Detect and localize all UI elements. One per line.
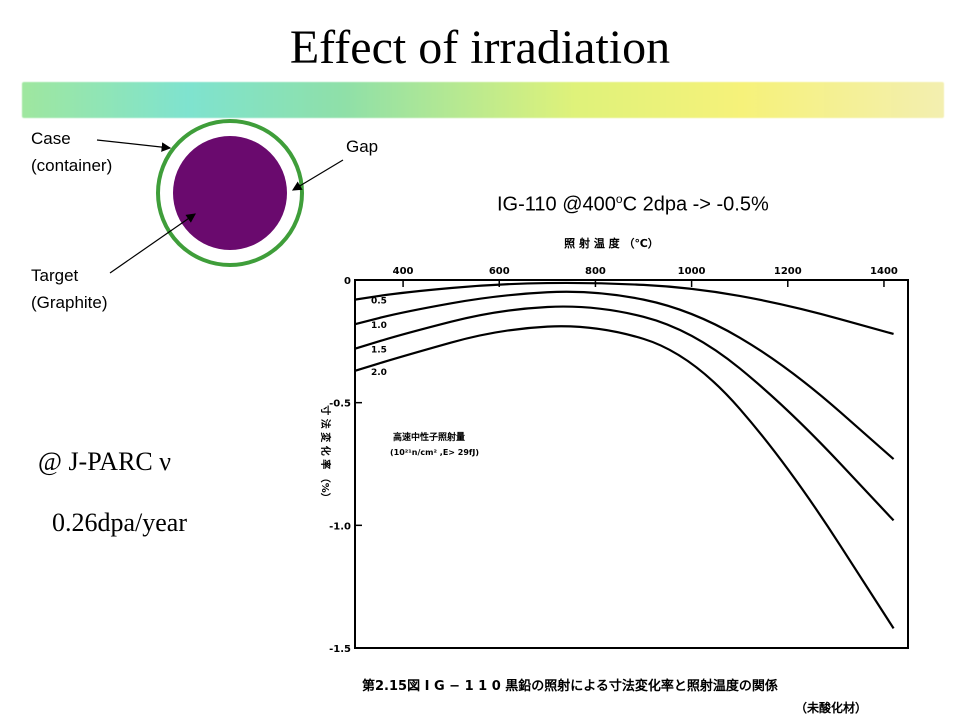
target-label: Target (Graphite) [31, 266, 108, 312]
gap-arrow [291, 159, 344, 191]
chart-frame [354, 279, 909, 649]
jparc-label: @ J-PARC ν [38, 447, 172, 476]
series-line-1.5 [354, 305, 895, 522]
legend-title: 高速中性子照射量 [393, 431, 465, 443]
series-line-0.5 [354, 281, 894, 336]
legend-units: (10²¹n/cm² ,E> 29fJ) [390, 448, 479, 457]
series-label-2.0: 2.0 [371, 368, 387, 378]
case-arrow [96, 139, 172, 152]
series-label-1.5: 1.5 [371, 346, 387, 356]
slide-title: Effect of irradiation [289, 21, 671, 74]
irradiation-note: IG-110 @400oC 2dpa -> -0.5% [497, 192, 769, 216]
x-tick-label: 800 [585, 266, 606, 277]
x-tick-label: 400 [393, 266, 414, 277]
y-tick-label: -0.5 [329, 399, 351, 410]
chart-caption-sub: （未酸化材） [795, 700, 867, 715]
y-tick-label: -1.0 [329, 521, 351, 532]
case-label: Case (container) [31, 129, 113, 175]
title-underline-bar [22, 82, 944, 118]
y-tick-label: -1.5 [329, 644, 351, 655]
chart-caption: 第2.15図 I G − 1 1 0 黒鉛の照射による寸法変化率と照射温度の関係 [362, 678, 778, 694]
y-axis-title: 寸 法 変 化 率 （%） [319, 405, 332, 502]
series-line-1.0 [354, 290, 895, 460]
x-tick-label: 600 [489, 266, 510, 277]
series-label-0.5: 0.5 [371, 297, 387, 307]
y-tick-label: 0 [344, 276, 351, 287]
gap-label: Gap [346, 137, 379, 156]
x-axis-title: 照 射 温 度 （℃） [564, 236, 659, 250]
graphite-target [173, 136, 287, 250]
target-arrow [109, 213, 196, 274]
x-tick-label: 1400 [870, 266, 898, 277]
dpa-rate-label: 0.26dpa/year [52, 508, 188, 537]
series-label-1.0: 1.0 [371, 321, 387, 331]
x-tick-label: 1000 [678, 266, 706, 277]
case-ring [156, 119, 304, 267]
x-tick-label: 1200 [774, 266, 802, 277]
series-line-2.0 [354, 325, 895, 629]
